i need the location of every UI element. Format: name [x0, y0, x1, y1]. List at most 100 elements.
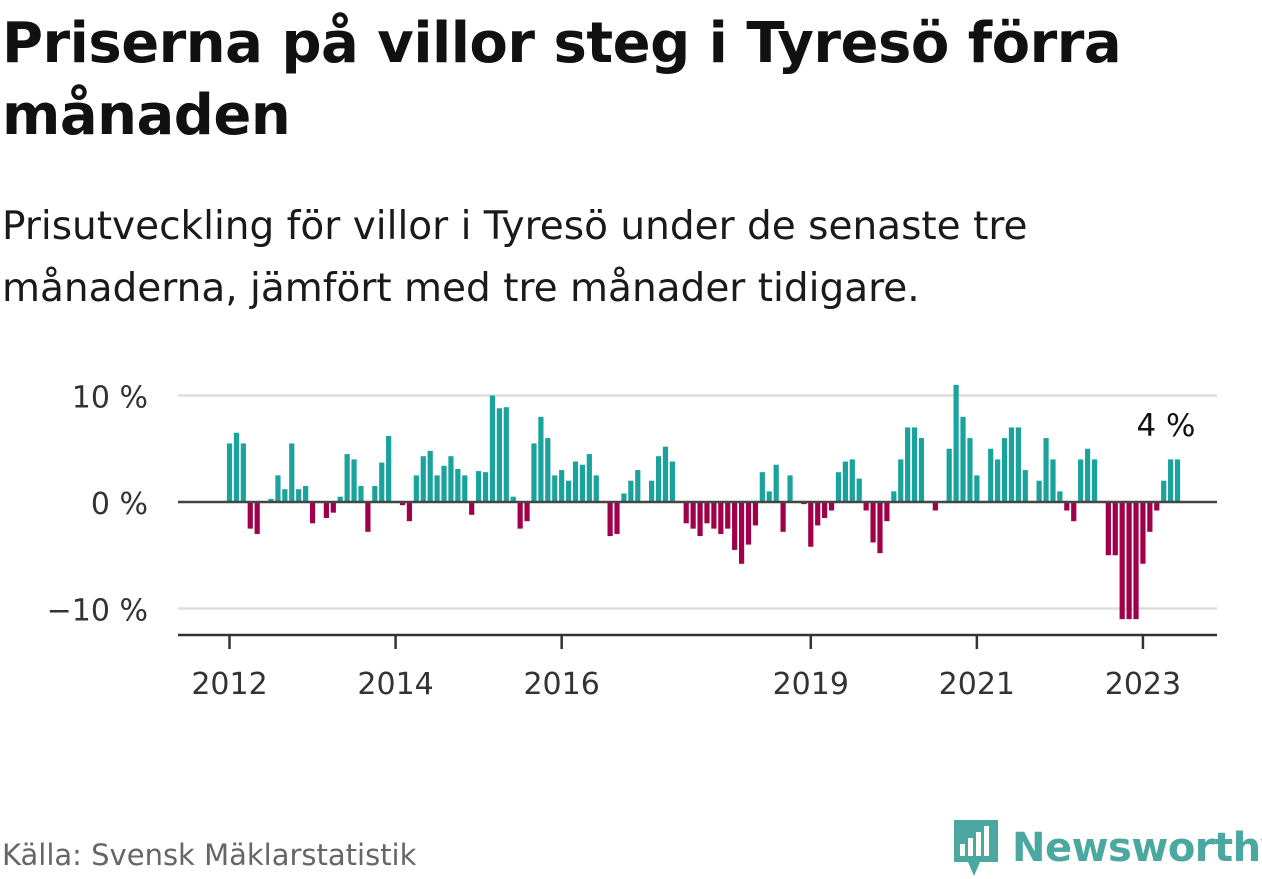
bar	[420, 456, 426, 502]
bar	[967, 438, 973, 502]
bar	[669, 461, 675, 502]
bar	[877, 502, 883, 554]
bar	[296, 489, 302, 502]
bar	[1043, 438, 1049, 502]
bar	[552, 475, 558, 503]
bar	[842, 461, 848, 502]
axes	[178, 500, 1217, 649]
bar	[614, 502, 620, 534]
bar	[815, 502, 821, 526]
bar	[766, 491, 772, 502]
bar	[1174, 459, 1181, 502]
bar	[469, 502, 475, 515]
bar	[531, 443, 537, 503]
bar	[988, 448, 994, 502]
bar	[1105, 502, 1111, 556]
bar	[559, 470, 565, 502]
bar	[849, 459, 855, 502]
bar	[690, 502, 696, 529]
bar	[517, 502, 523, 529]
bar	[344, 454, 350, 502]
bar	[337, 496, 343, 503]
bar-chart: 10 % 0 % −10 % 2012 2014 2016 2019 2021 2023 4 %	[47, 381, 1217, 702]
bar	[752, 502, 759, 526]
bar	[759, 472, 765, 502]
bar	[718, 502, 724, 534]
bar	[455, 468, 461, 503]
bar	[247, 502, 253, 529]
grid-lines	[178, 394, 1217, 610]
bar	[649, 480, 655, 502]
bar	[808, 502, 814, 547]
bar	[773, 464, 779, 502]
brand-name: Newsworthy	[1012, 825, 1262, 871]
x-tick-label: 2019	[773, 667, 849, 702]
bar	[572, 461, 579, 502]
bar	[1091, 459, 1098, 502]
bar	[538, 416, 544, 502]
bar	[995, 459, 1001, 502]
y-tick-label: −10 %	[47, 594, 148, 629]
bar	[787, 475, 793, 503]
bar	[780, 502, 786, 532]
bar	[496, 408, 502, 502]
bar	[1001, 438, 1008, 502]
bar	[565, 480, 572, 502]
bar	[372, 486, 378, 502]
bar	[1147, 502, 1153, 532]
bar	[545, 438, 551, 502]
bar	[593, 475, 599, 503]
bar	[891, 491, 897, 502]
x-tick-label: 2012	[191, 667, 267, 702]
bar	[884, 502, 890, 522]
chart-title: Priserna på villor steg i Tyresö förra m…	[2, 11, 1122, 148]
bar	[932, 502, 938, 511]
bar	[711, 502, 717, 529]
bar	[1078, 459, 1084, 502]
bar	[1126, 502, 1132, 620]
x-tick-label: 2023	[1105, 667, 1181, 702]
bar	[898, 459, 904, 502]
bar	[835, 472, 842, 502]
bar	[240, 443, 246, 503]
bar	[399, 502, 406, 506]
bar	[330, 502, 336, 513]
bar	[448, 456, 454, 502]
bar	[1084, 448, 1091, 502]
bar	[683, 502, 689, 524]
x-tick-label: 2021	[939, 667, 1015, 702]
bar	[1161, 480, 1167, 502]
bar	[635, 470, 641, 502]
bar	[1036, 480, 1042, 502]
bar	[413, 475, 419, 503]
y-tick-label: 0 %	[91, 487, 148, 522]
bar	[1015, 427, 1021, 502]
bar	[1154, 502, 1160, 511]
bar	[462, 475, 468, 503]
bar	[856, 478, 862, 502]
bar	[918, 438, 925, 502]
bar	[621, 493, 627, 502]
bar	[386, 435, 392, 502]
bar	[476, 471, 482, 503]
bar	[911, 427, 918, 502]
newsworthy-logo[interactable]: Newsworthy	[950, 818, 1262, 878]
bar	[655, 456, 662, 502]
bar	[1071, 502, 1077, 522]
bar	[960, 416, 966, 502]
bar	[309, 502, 316, 524]
bar	[406, 502, 413, 522]
bar	[503, 407, 509, 502]
bar	[828, 502, 835, 511]
bar	[863, 502, 869, 511]
bar	[586, 454, 592, 502]
bar	[233, 432, 240, 502]
bar	[441, 465, 447, 502]
bar	[579, 464, 586, 502]
bar	[489, 395, 496, 502]
bar	[365, 502, 371, 532]
last-value-annotation: 4 %	[1136, 408, 1195, 444]
bar	[1112, 502, 1118, 556]
bar	[303, 486, 309, 502]
bar	[953, 384, 959, 502]
